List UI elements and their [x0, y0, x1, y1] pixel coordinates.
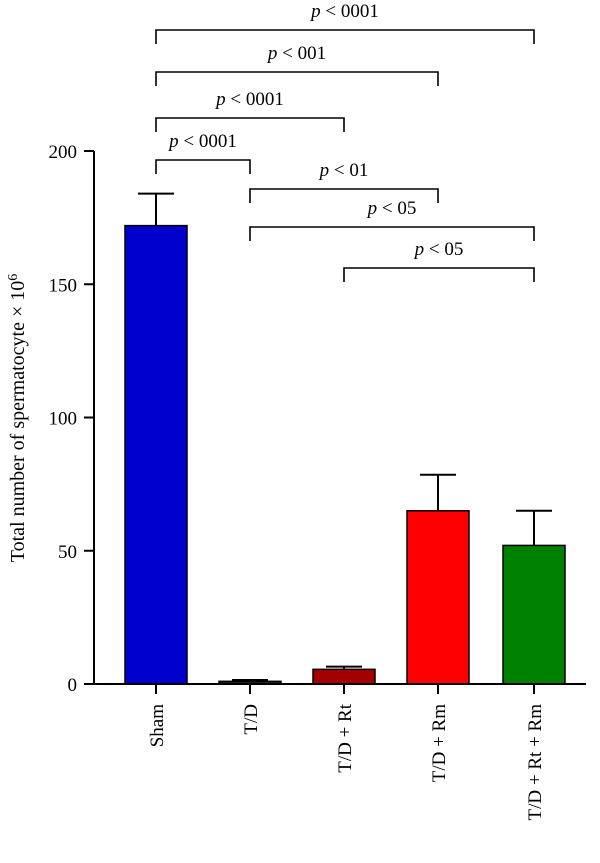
y-tick-label: 150: [49, 275, 78, 296]
significance-label: p < 001: [266, 43, 326, 64]
bar-t-d-rt: [312, 668, 376, 685]
significance-label: p < 01: [318, 160, 369, 181]
y-tick-label: 200: [49, 142, 78, 163]
y-axis-label: Total number of spermatocyte × 106: [6, 274, 30, 562]
x-category-label: Sham: [147, 704, 168, 748]
significance-bracket: [155, 117, 345, 132]
significance-bracket: [155, 71, 439, 86]
significance-label: p < 05: [413, 239, 464, 260]
significance-bracket: [249, 226, 535, 241]
significance-bracket: [155, 159, 251, 174]
x-category-label: T/D: [241, 704, 262, 735]
bar-sham: [124, 224, 188, 685]
y-tick-label: 50: [58, 542, 77, 563]
x-category-label: T/D + Rt: [335, 703, 356, 772]
y-tick-label: 100: [49, 409, 78, 430]
significance-label: p < 0001: [167, 131, 237, 152]
y-tick-label: 0: [68, 675, 78, 696]
significance-label: p < 0001: [214, 89, 284, 110]
significance-label: p < 0001: [309, 1, 379, 22]
significance-bracket: [249, 188, 439, 203]
significance-bracket: [155, 29, 535, 44]
significance-label: p < 05: [366, 198, 417, 219]
x-category-label: T/D + Rt + Rm: [525, 704, 546, 821]
significance-bracket: [343, 267, 535, 282]
x-category-label: T/D + Rm: [429, 704, 450, 782]
bar-t-d-rt-rm: [502, 544, 566, 685]
bar-t-d-rm: [406, 510, 470, 685]
